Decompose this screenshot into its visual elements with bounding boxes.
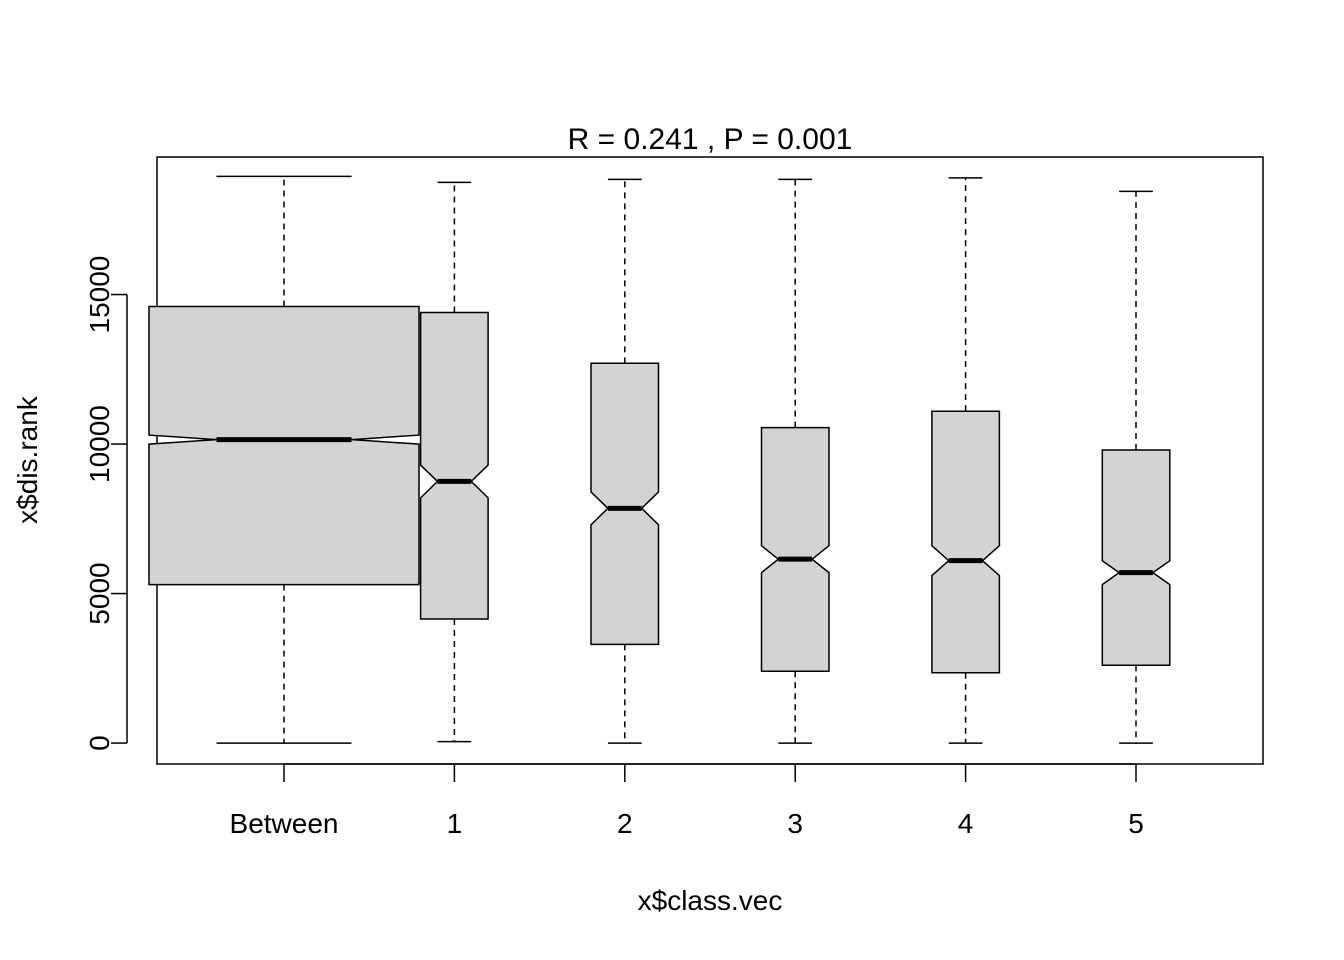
y-tick-label: 5000 [84, 562, 115, 624]
box-2 [590, 178, 660, 744]
box-body [590, 362, 660, 646]
y-tick-label: 0 [84, 735, 115, 751]
x-tick-label: 5 [1128, 808, 1144, 839]
box-body [931, 410, 1001, 674]
y-axis: 0 5000 10000 15000 [84, 256, 128, 751]
box-4 [931, 177, 1001, 744]
chart-title: R = 0.241 , P = 0.001 [568, 123, 853, 156]
box-body [148, 305, 420, 586]
boxes-group [148, 175, 1171, 744]
box-Between [148, 175, 420, 744]
x-axis-label: x$class.vec [638, 885, 783, 916]
box-body [760, 426, 830, 673]
x-tick-label: 1 [447, 808, 463, 839]
x-tick-label: 4 [958, 808, 974, 839]
box-1 [419, 181, 489, 743]
x-tick-label: 3 [787, 808, 803, 839]
x-axis: Between 1 2 3 4 5 [230, 763, 1144, 839]
box-5 [1101, 190, 1171, 744]
y-axis-label: x$dis.rank [12, 395, 43, 524]
x-tick-label: Between [230, 808, 339, 839]
x-tick-label: 2 [617, 808, 633, 839]
y-tick-label: 15000 [84, 256, 115, 334]
box-body [1101, 449, 1171, 667]
box-3 [760, 178, 830, 744]
y-tick-label: 10000 [84, 405, 115, 483]
box-body [419, 311, 489, 620]
